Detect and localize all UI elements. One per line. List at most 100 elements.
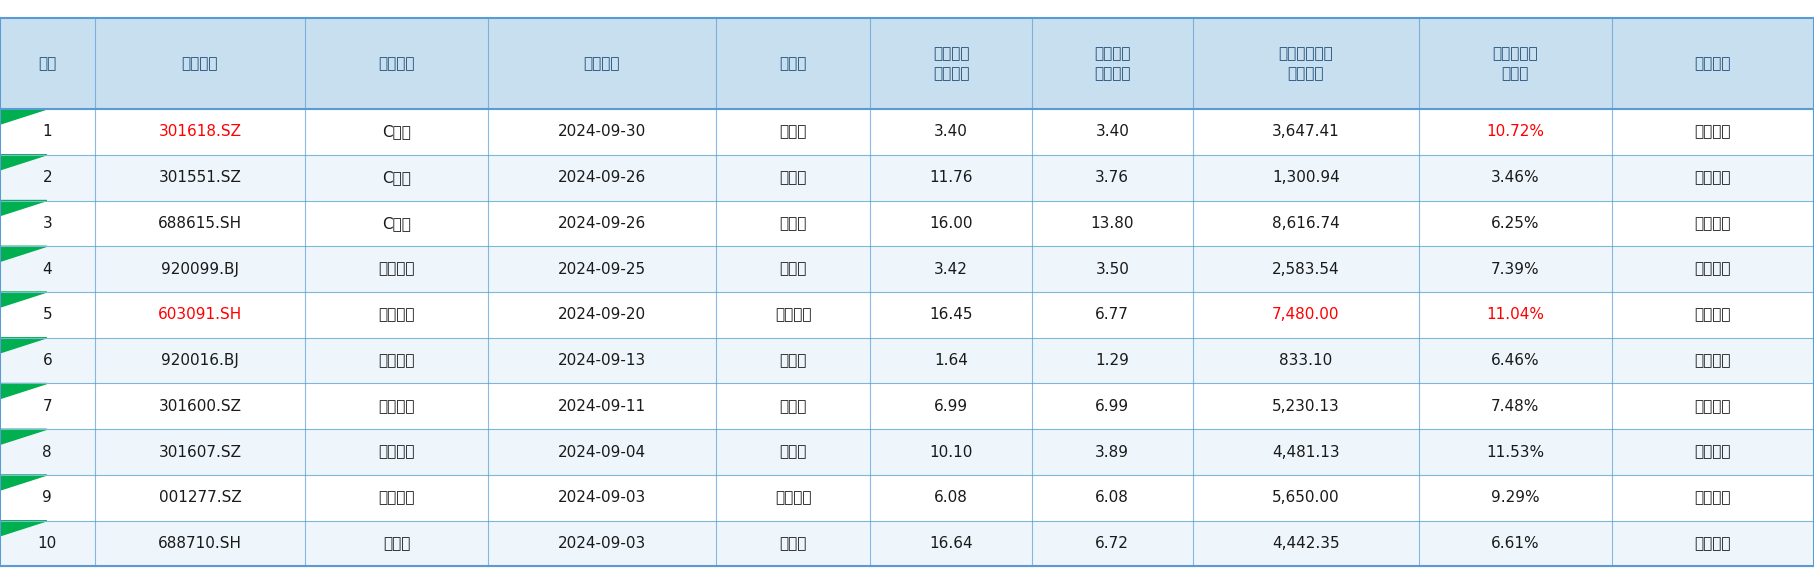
- Text: 16.64: 16.64: [929, 536, 972, 551]
- Bar: [0, 200, 1814, 246]
- Text: 11.53%: 11.53%: [1486, 444, 1544, 460]
- Polygon shape: [0, 155, 47, 170]
- Bar: [0, 18, 1814, 109]
- Text: 16.00: 16.00: [929, 216, 972, 231]
- Text: C无线: C无线: [383, 170, 412, 185]
- Text: 11.76: 11.76: [929, 170, 972, 185]
- Text: 3.42: 3.42: [934, 262, 969, 277]
- Text: 上市日期: 上市日期: [584, 55, 620, 71]
- Text: 6.46%: 6.46%: [1491, 353, 1540, 368]
- Text: 6.77: 6.77: [1096, 307, 1128, 322]
- Polygon shape: [0, 200, 47, 215]
- Text: 4,481.13: 4,481.13: [1272, 444, 1339, 460]
- Text: 2024-09-30: 2024-09-30: [557, 124, 646, 140]
- Text: 301600.SZ: 301600.SZ: [158, 399, 241, 414]
- Text: 6: 6: [42, 353, 53, 368]
- Text: 广发证券: 广发证券: [1694, 399, 1731, 414]
- Text: 2024-09-26: 2024-09-26: [557, 216, 646, 231]
- Text: 16.45: 16.45: [929, 307, 972, 322]
- Bar: [0, 475, 1814, 521]
- Text: 3.89: 3.89: [1096, 444, 1130, 460]
- Text: 中草香料: 中草香料: [379, 353, 415, 368]
- Text: 2024-09-04: 2024-09-04: [557, 444, 646, 460]
- Polygon shape: [0, 109, 47, 124]
- Text: 民生证券: 民生证券: [1694, 353, 1731, 368]
- Text: 13.80: 13.80: [1090, 216, 1134, 231]
- Text: 科创板: 科创板: [780, 216, 807, 231]
- Text: 预计募资
（亿元）: 预计募资 （亿元）: [932, 46, 969, 81]
- Bar: [0, 521, 1814, 566]
- Text: 5,230.13: 5,230.13: [1272, 399, 1339, 414]
- Text: 中信建投: 中信建投: [1694, 170, 1731, 185]
- Text: 8,616.74: 8,616.74: [1272, 216, 1339, 231]
- Text: 瑞华技术: 瑞华技术: [379, 262, 415, 277]
- Text: 3.46%: 3.46%: [1491, 170, 1540, 185]
- Text: 创业板: 创业板: [780, 124, 807, 140]
- Text: 301551.SZ: 301551.SZ: [158, 170, 241, 185]
- Text: 1,300.94: 1,300.94: [1272, 170, 1339, 185]
- Text: 中金公司: 中金公司: [1694, 216, 1731, 231]
- Text: 6.08: 6.08: [1096, 491, 1128, 505]
- Text: 众鑫股份: 众鑫股份: [379, 307, 415, 322]
- Text: 3.40: 3.40: [934, 124, 969, 140]
- Bar: [0, 292, 1814, 338]
- Text: 北交所: 北交所: [780, 353, 807, 368]
- Text: 2024-09-03: 2024-09-03: [557, 491, 646, 505]
- Text: 2024-09-11: 2024-09-11: [557, 399, 646, 414]
- Text: 1.29: 1.29: [1096, 353, 1128, 368]
- Polygon shape: [0, 384, 47, 399]
- Text: 承销及保荐
费用率: 承销及保荐 费用率: [1493, 46, 1538, 81]
- Text: 慧翰股份: 慧翰股份: [379, 399, 415, 414]
- Text: 2: 2: [42, 170, 53, 185]
- Text: 5,650.00: 5,650.00: [1272, 491, 1339, 505]
- Text: 科创板: 科创板: [780, 536, 807, 551]
- Bar: [0, 338, 1814, 384]
- Text: 920099.BJ: 920099.BJ: [161, 262, 239, 277]
- Text: 6.99: 6.99: [1096, 399, 1130, 414]
- Bar: [0, 109, 1814, 155]
- Text: 深证主板: 深证主板: [775, 491, 811, 505]
- Text: 2024-09-03: 2024-09-03: [557, 536, 646, 551]
- Text: 6.08: 6.08: [934, 491, 969, 505]
- Text: 2024-09-26: 2024-09-26: [557, 170, 646, 185]
- Text: 2024-09-25: 2024-09-25: [557, 262, 646, 277]
- Polygon shape: [0, 429, 47, 444]
- Text: 7.39%: 7.39%: [1491, 262, 1540, 277]
- Text: 9: 9: [42, 491, 53, 505]
- Text: 4,442.35: 4,442.35: [1272, 536, 1339, 551]
- Text: 11.04%: 11.04%: [1486, 307, 1544, 322]
- Text: C合合: C合合: [383, 216, 412, 231]
- Text: 920016.BJ: 920016.BJ: [161, 353, 239, 368]
- Text: 301607.SZ: 301607.SZ: [158, 444, 241, 460]
- Text: 创业板: 创业板: [780, 399, 807, 414]
- Bar: [0, 155, 1814, 200]
- Polygon shape: [0, 292, 47, 307]
- Text: 速达股份: 速达股份: [379, 491, 415, 505]
- Text: 4: 4: [42, 262, 53, 277]
- Text: 上市板: 上市板: [780, 55, 807, 71]
- Polygon shape: [0, 521, 47, 536]
- Text: 301618.SZ: 301618.SZ: [158, 124, 241, 140]
- Text: 1: 1: [42, 124, 53, 140]
- Text: 2024-09-20: 2024-09-20: [557, 307, 646, 322]
- Text: 833.10: 833.10: [1279, 353, 1331, 368]
- Polygon shape: [0, 338, 47, 353]
- Text: 001277.SZ: 001277.SZ: [158, 491, 241, 505]
- Text: 海通证券: 海通证券: [1694, 536, 1731, 551]
- Text: 6.72: 6.72: [1096, 536, 1128, 551]
- Text: 2,583.54: 2,583.54: [1272, 262, 1339, 277]
- Text: 10: 10: [38, 536, 56, 551]
- Text: 1.64: 1.64: [934, 353, 969, 368]
- Bar: [0, 246, 1814, 292]
- Text: 688710.SH: 688710.SH: [158, 536, 241, 551]
- Text: 7: 7: [42, 399, 53, 414]
- Text: 3: 3: [42, 216, 53, 231]
- Text: 3.50: 3.50: [1096, 262, 1128, 277]
- Polygon shape: [0, 475, 47, 490]
- Text: 7,480.00: 7,480.00: [1272, 307, 1339, 322]
- Text: 上市公司: 上市公司: [379, 55, 415, 71]
- Text: 688615.SH: 688615.SH: [158, 216, 241, 231]
- Text: 东莞证券: 东莞证券: [1694, 124, 1731, 140]
- Text: 上证主板: 上证主板: [775, 307, 811, 322]
- Text: 实际募资
（亿元）: 实际募资 （亿元）: [1094, 46, 1130, 81]
